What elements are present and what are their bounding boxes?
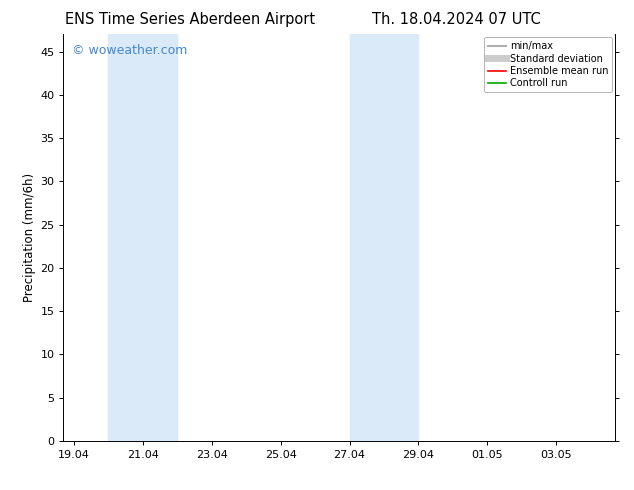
Text: ENS Time Series Aberdeen Airport: ENS Time Series Aberdeen Airport bbox=[65, 12, 315, 27]
Legend: min/max, Standard deviation, Ensemble mean run, Controll run: min/max, Standard deviation, Ensemble me… bbox=[484, 37, 612, 92]
Bar bbox=[349, 34, 418, 441]
Bar bbox=[108, 34, 177, 441]
Text: © woweather.com: © woweather.com bbox=[72, 45, 187, 57]
Y-axis label: Precipitation (mm/6h): Precipitation (mm/6h) bbox=[23, 173, 36, 302]
Text: Th. 18.04.2024 07 UTC: Th. 18.04.2024 07 UTC bbox=[372, 12, 541, 27]
